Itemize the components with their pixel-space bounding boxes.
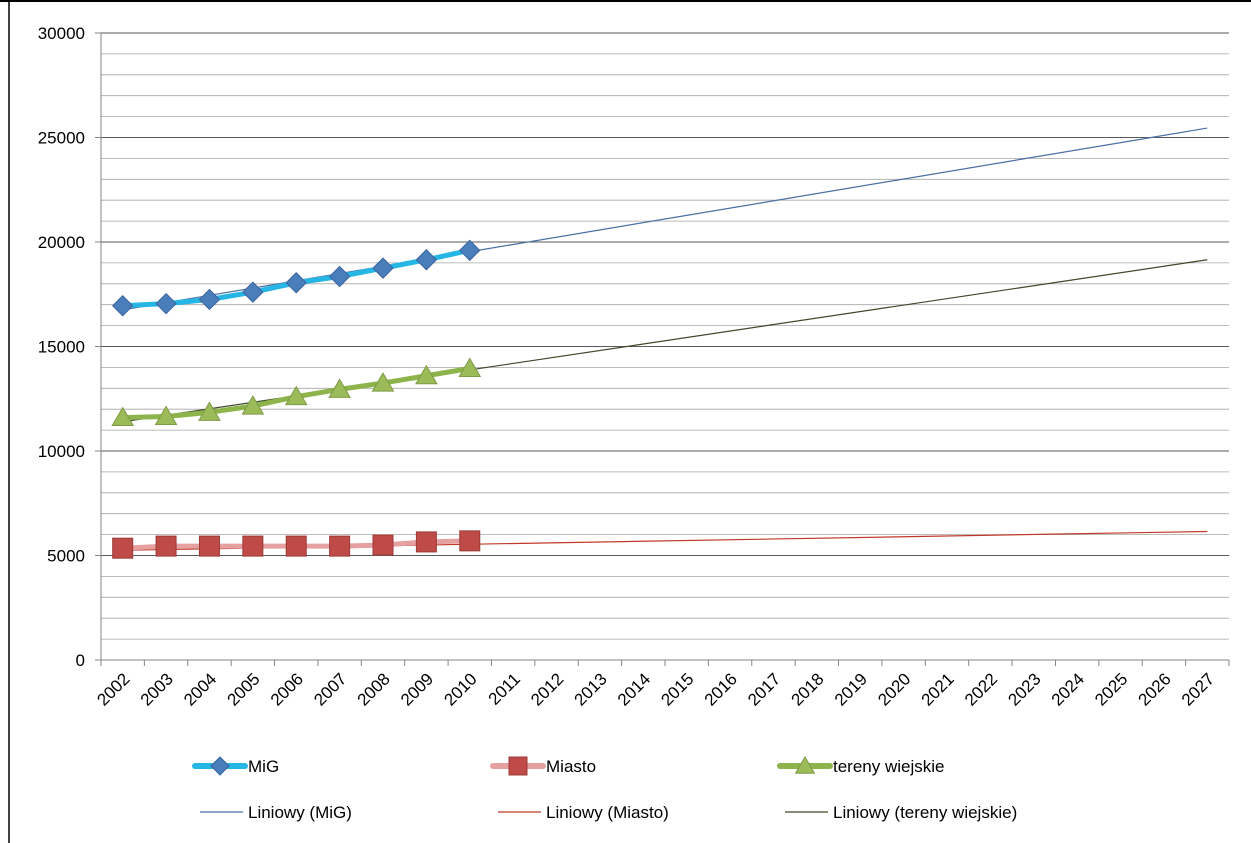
data-point bbox=[372, 534, 394, 556]
data-point bbox=[285, 272, 307, 294]
legend-label: Liniowy (Miasto) bbox=[546, 803, 669, 822]
data-point bbox=[155, 292, 177, 315]
data-point bbox=[284, 385, 308, 406]
legend-swatch-marker bbox=[794, 756, 816, 774]
data-point bbox=[372, 257, 394, 279]
legend-swatch-marker bbox=[210, 756, 230, 776]
data-point bbox=[111, 406, 135, 427]
legend-label: tereny wiejskie bbox=[833, 757, 945, 776]
data-point bbox=[459, 239, 481, 262]
data-point bbox=[241, 395, 265, 415]
legend-label: Miasto bbox=[546, 757, 596, 776]
y-tick-labels: 0 5000 10000 15000 20000 25000 30000 bbox=[38, 24, 85, 670]
data-point bbox=[242, 535, 264, 557]
axes bbox=[95, 32, 1230, 666]
data-point bbox=[459, 530, 481, 552]
data-point bbox=[415, 249, 438, 271]
data-point bbox=[285, 535, 307, 557]
data-point bbox=[198, 535, 220, 557]
data-point bbox=[328, 265, 351, 288]
data-point bbox=[415, 531, 437, 553]
data-point bbox=[458, 357, 482, 377]
y-tick-label: 10000 bbox=[38, 442, 85, 461]
data-point bbox=[329, 535, 351, 557]
data-point bbox=[328, 378, 351, 398]
y-tick-label: 0 bbox=[76, 651, 85, 670]
data-point bbox=[371, 372, 395, 392]
data-point bbox=[154, 405, 178, 426]
data-point bbox=[198, 288, 221, 311]
legend-label: Liniowy (tereny wiejskie) bbox=[833, 803, 1017, 822]
data-point bbox=[111, 295, 134, 317]
legend-label: Liniowy (MiG) bbox=[248, 803, 352, 822]
y-tick-label: 30000 bbox=[38, 24, 85, 43]
grid bbox=[101, 32, 1229, 640]
data-point bbox=[155, 535, 177, 557]
data-point bbox=[242, 281, 264, 303]
y-tick-label: 15000 bbox=[38, 338, 85, 357]
y-tick-label: 25000 bbox=[38, 129, 85, 148]
legend-label: MiG bbox=[248, 757, 279, 776]
legend-swatch-marker bbox=[508, 756, 528, 776]
legend: MiG Miasto tereny wiejskie Liniowy (MiG) Lin… bbox=[192, 756, 1017, 822]
data-point bbox=[112, 537, 134, 559]
series bbox=[111, 239, 482, 559]
y-tick-label: 20000 bbox=[38, 233, 85, 252]
data-point bbox=[198, 401, 221, 421]
data-point bbox=[415, 364, 438, 385]
y-tick-label: 5000 bbox=[47, 547, 85, 566]
